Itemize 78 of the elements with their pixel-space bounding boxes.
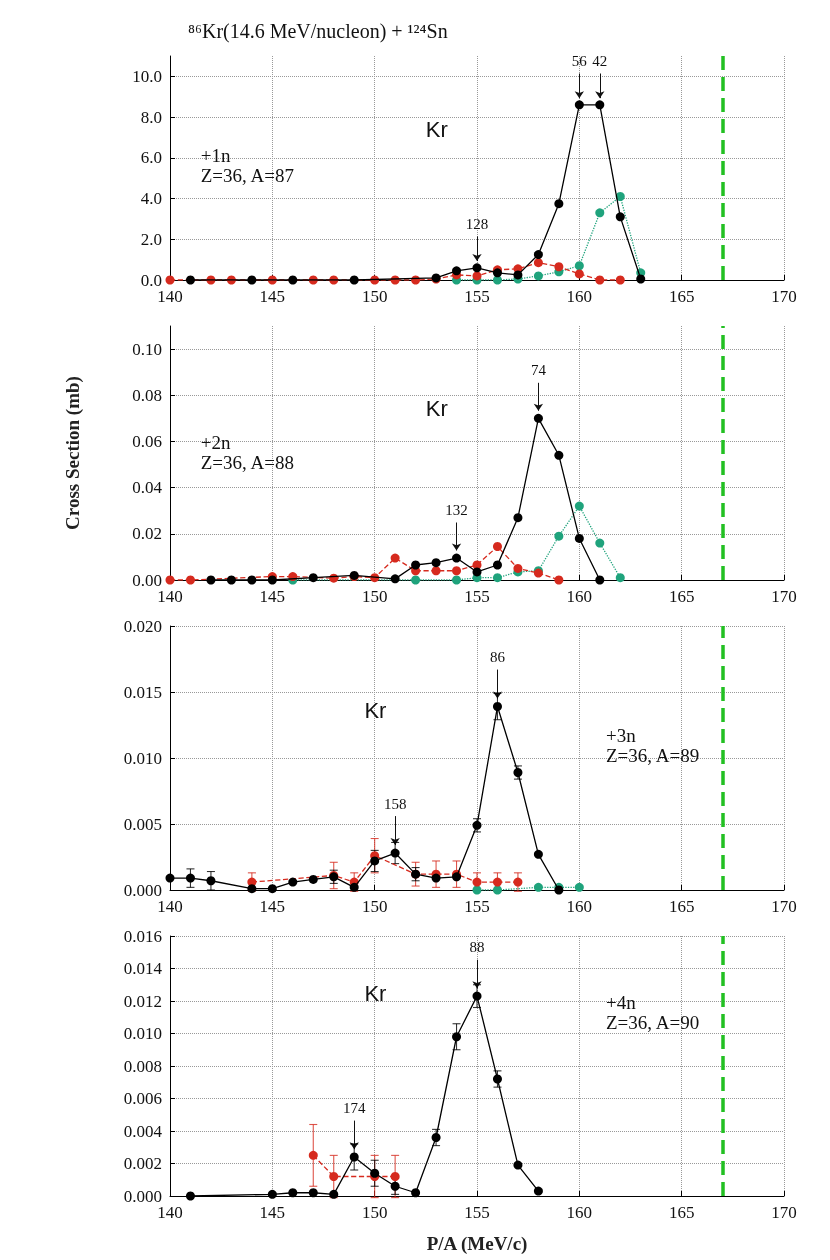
x-tick-label: 165: [668, 1203, 695, 1222]
x-tick-label: 140: [157, 1203, 183, 1222]
x-tick-label: 150: [361, 897, 388, 916]
y-tick-label: 2.0: [140, 229, 162, 249]
annotation: 88: [469, 939, 485, 956]
x-tick-label: 170: [771, 1203, 797, 1222]
annotation: 132: [445, 502, 468, 518]
x-tick-label: 165: [668, 587, 695, 606]
x-tick-label: 140: [157, 897, 183, 916]
y-tick-label: 0.010: [123, 1024, 162, 1043]
y-tick-label: 8.0: [140, 107, 162, 127]
annotation: +2n: [200, 431, 231, 453]
y-tick-label: 0.0: [140, 270, 162, 290]
y-tick-label: 0.000: [123, 880, 162, 900]
annotation: 174: [342, 1100, 366, 1117]
x-tick-label: 150: [361, 587, 388, 606]
x-tick-label: 145: [259, 587, 286, 606]
y-tick-label: 0.020: [123, 616, 162, 636]
x-tick-label: 145: [259, 897, 286, 916]
x-tick-label: 145: [259, 1203, 286, 1222]
y-tick-label: 0.005: [123, 814, 162, 834]
annotation: Z=36, A=90: [605, 1012, 700, 1034]
y-tick-label: 0.016: [123, 926, 162, 946]
y-tick-label: 0.012: [123, 991, 162, 1011]
y-tick-label: 0.015: [123, 682, 162, 702]
y-tick-label: 0.014: [123, 959, 163, 978]
x-tick-label: 160: [566, 1203, 593, 1222]
x-tick-label: 150: [361, 287, 388, 306]
x-tick-label: 160: [566, 587, 593, 606]
annotation: +3n: [605, 725, 637, 747]
annotation: Z=36, A=88: [200, 451, 294, 473]
x-tick-label: 165: [668, 287, 695, 306]
x-axis-title: P/A (MeV/c): [426, 1233, 528, 1255]
y-tick-label: 0.004: [123, 1121, 163, 1141]
x-tick-label: 150: [361, 1203, 388, 1222]
y-axis-title: Cross Section (mb): [62, 376, 84, 530]
annotation: 56: [571, 53, 588, 70]
annotation: Kr: [364, 698, 387, 724]
x-tick-label: 145: [259, 287, 286, 306]
y-tick-label: 6.0: [140, 148, 162, 168]
y-tick-label: 0.006: [123, 1089, 162, 1108]
annotation: 128: [465, 215, 489, 232]
y-tick-label: 0.04: [132, 478, 163, 498]
y-tick-label: 0.002: [123, 1154, 162, 1173]
annotation: Kr: [425, 395, 448, 421]
annotation: Kr: [425, 117, 448, 143]
annotation: 42: [592, 53, 608, 70]
y-tick-label: 0.10: [132, 339, 162, 359]
x-tick-label: 155: [464, 587, 490, 606]
annotation: +1n: [200, 144, 231, 166]
x-tick-label: 155: [464, 287, 490, 306]
y-tick-label: 4.0: [140, 189, 162, 209]
y-tick-label: 0.010: [123, 748, 162, 768]
annotation: 86: [489, 649, 506, 666]
x-tick-label: 140: [157, 587, 183, 606]
annotation: Kr: [364, 981, 387, 1007]
x-tick-label: 140: [157, 287, 183, 306]
x-tick-label: 165: [668, 897, 695, 916]
annotation: Z=36, A=87: [200, 164, 294, 186]
y-tick-label: 0.008: [123, 1056, 162, 1076]
annotation: 158: [383, 795, 407, 812]
y-tick-label: 0.00: [132, 570, 162, 590]
x-tick-label: 155: [464, 1203, 490, 1222]
x-tick-label: 170: [771, 287, 797, 306]
x-tick-label: 170: [771, 587, 797, 606]
chart-title: ⁸⁶Kr(14.6 MeV/nucleon) + ¹²⁴Sn: [188, 20, 448, 43]
annotation: +4n: [605, 992, 637, 1014]
y-tick-label: 0.000: [123, 1186, 162, 1206]
y-tick-label: 0.02: [132, 524, 162, 544]
y-tick-label: 10.0: [132, 66, 162, 86]
annotation: 74: [530, 362, 547, 379]
x-tick-label: 155: [464, 897, 490, 916]
y-tick-label: 0.06: [132, 431, 162, 451]
annotation: Z=36, A=89: [605, 745, 700, 767]
x-tick-label: 160: [566, 287, 593, 306]
x-tick-label: 170: [771, 897, 797, 916]
x-tick-label: 160: [566, 897, 593, 916]
y-tick-label: 0.08: [132, 385, 162, 405]
